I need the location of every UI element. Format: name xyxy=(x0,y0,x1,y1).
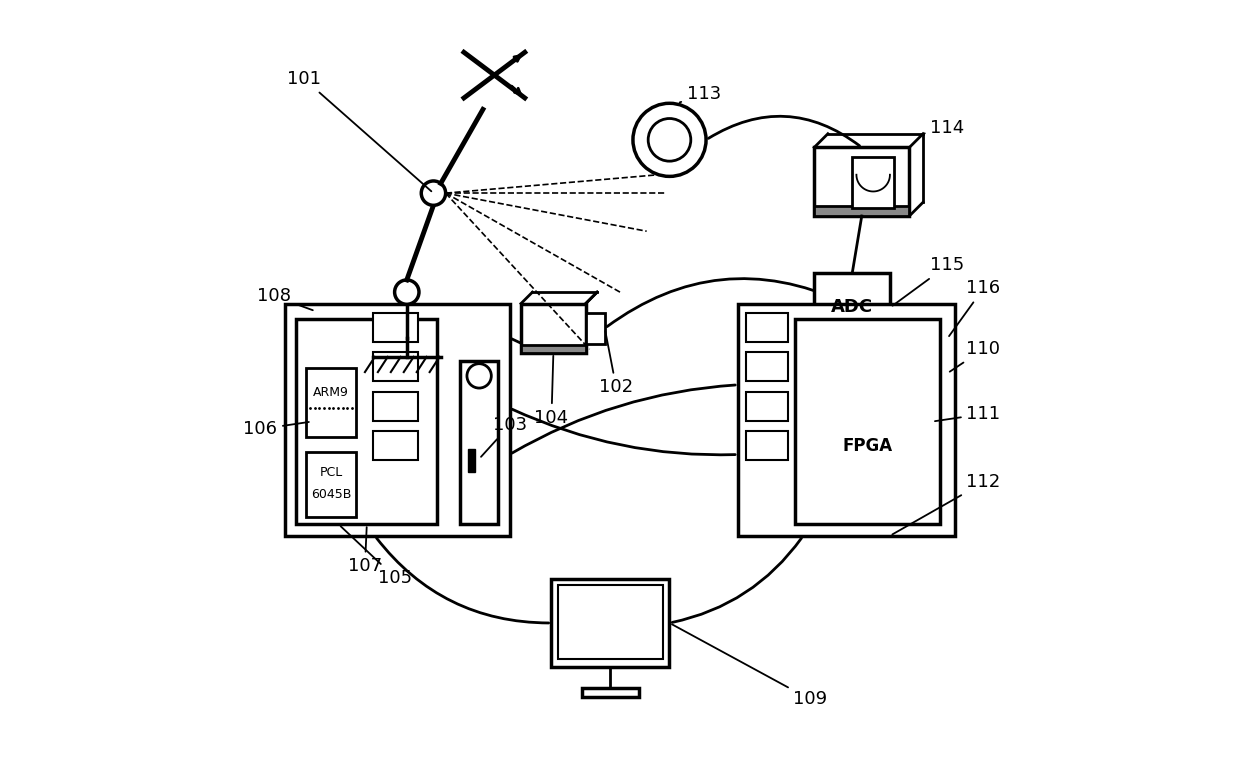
Text: 6045B: 6045B xyxy=(311,488,351,501)
Bar xyxy=(815,206,909,216)
Text: 111: 111 xyxy=(935,405,1001,423)
Bar xyxy=(745,352,787,381)
Bar xyxy=(558,585,663,659)
Text: ARM9: ARM9 xyxy=(312,386,348,399)
Bar xyxy=(815,147,909,216)
Bar xyxy=(521,304,585,353)
Text: 105: 105 xyxy=(341,526,413,587)
Bar xyxy=(296,319,438,525)
Text: 110: 110 xyxy=(950,341,1001,372)
Bar xyxy=(815,273,890,341)
Bar xyxy=(745,392,787,421)
Bar xyxy=(372,392,418,421)
Text: FPGA: FPGA xyxy=(842,437,893,456)
Text: 108: 108 xyxy=(257,287,312,310)
Text: 116: 116 xyxy=(949,279,1001,336)
Circle shape xyxy=(422,181,445,206)
Text: 109: 109 xyxy=(672,624,827,709)
Bar xyxy=(552,579,670,667)
Text: 103: 103 xyxy=(481,416,527,457)
Bar xyxy=(738,304,955,536)
Text: 114: 114 xyxy=(923,120,965,137)
Text: 113: 113 xyxy=(680,85,720,103)
Text: 101: 101 xyxy=(286,70,432,191)
Text: ADC: ADC xyxy=(831,298,873,316)
Bar xyxy=(372,313,418,341)
Circle shape xyxy=(394,280,419,304)
Bar xyxy=(306,452,356,517)
Circle shape xyxy=(467,364,491,388)
Text: 107: 107 xyxy=(348,527,382,575)
Bar xyxy=(372,432,418,460)
Bar xyxy=(585,313,605,344)
Bar xyxy=(372,352,418,381)
Bar xyxy=(795,319,940,525)
Bar xyxy=(460,360,498,525)
Text: 115: 115 xyxy=(893,256,965,306)
Bar xyxy=(852,156,894,209)
Bar xyxy=(285,304,510,536)
Text: 102: 102 xyxy=(599,331,634,397)
Bar xyxy=(745,432,787,460)
Text: 104: 104 xyxy=(534,356,568,426)
Bar xyxy=(467,449,475,472)
Circle shape xyxy=(649,119,691,161)
Circle shape xyxy=(632,104,706,176)
Text: 112: 112 xyxy=(893,473,1001,535)
Bar xyxy=(306,368,356,436)
Bar xyxy=(745,313,787,341)
Bar xyxy=(582,688,639,697)
Text: PCL: PCL xyxy=(320,466,342,479)
Bar xyxy=(521,345,585,353)
Text: 106: 106 xyxy=(243,420,309,438)
